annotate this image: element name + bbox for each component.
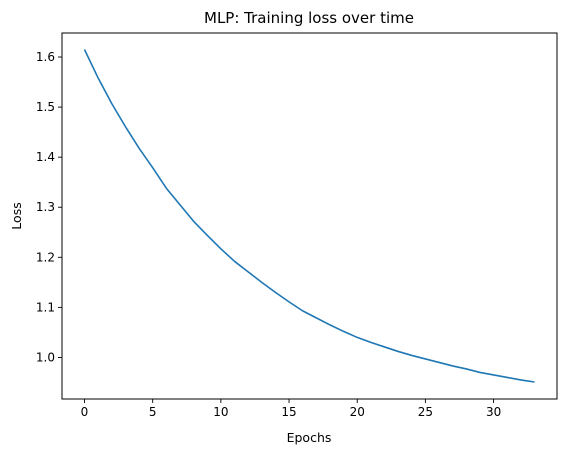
x-tick-label: 30 bbox=[486, 405, 501, 419]
x-tick-label: 5 bbox=[149, 405, 157, 419]
y-tick-label: 1.6 bbox=[36, 50, 55, 64]
x-tick-label: 15 bbox=[281, 405, 296, 419]
y-tick-label: 1.3 bbox=[36, 200, 55, 214]
x-tick-label: 0 bbox=[81, 405, 89, 419]
y-tick-label: 1.1 bbox=[36, 300, 55, 314]
y-tick-label: 1.0 bbox=[36, 350, 55, 364]
plot-series bbox=[83, 49, 535, 383]
y-axis-label: Loss bbox=[9, 202, 24, 229]
x-tick-label: 20 bbox=[350, 405, 365, 419]
y-axis: 1.0 1.1 1.2 1.3 1.4 1.5 1.6 bbox=[36, 50, 62, 364]
y-tick-label: 1.2 bbox=[36, 250, 55, 264]
x-tick-label: 25 bbox=[418, 405, 433, 419]
loss-series-line bbox=[83, 49, 535, 383]
y-tick-label: 1.5 bbox=[36, 100, 55, 114]
x-tick-label: 10 bbox=[213, 405, 228, 419]
x-axis: 0 5 10 15 20 25 30 bbox=[81, 399, 501, 419]
y-tick-label: 1.4 bbox=[36, 150, 55, 164]
x-axis-label: Epochs bbox=[287, 430, 332, 445]
chart-title: MLP: Training loss over time bbox=[204, 9, 414, 27]
plot-frame bbox=[61, 32, 558, 400]
